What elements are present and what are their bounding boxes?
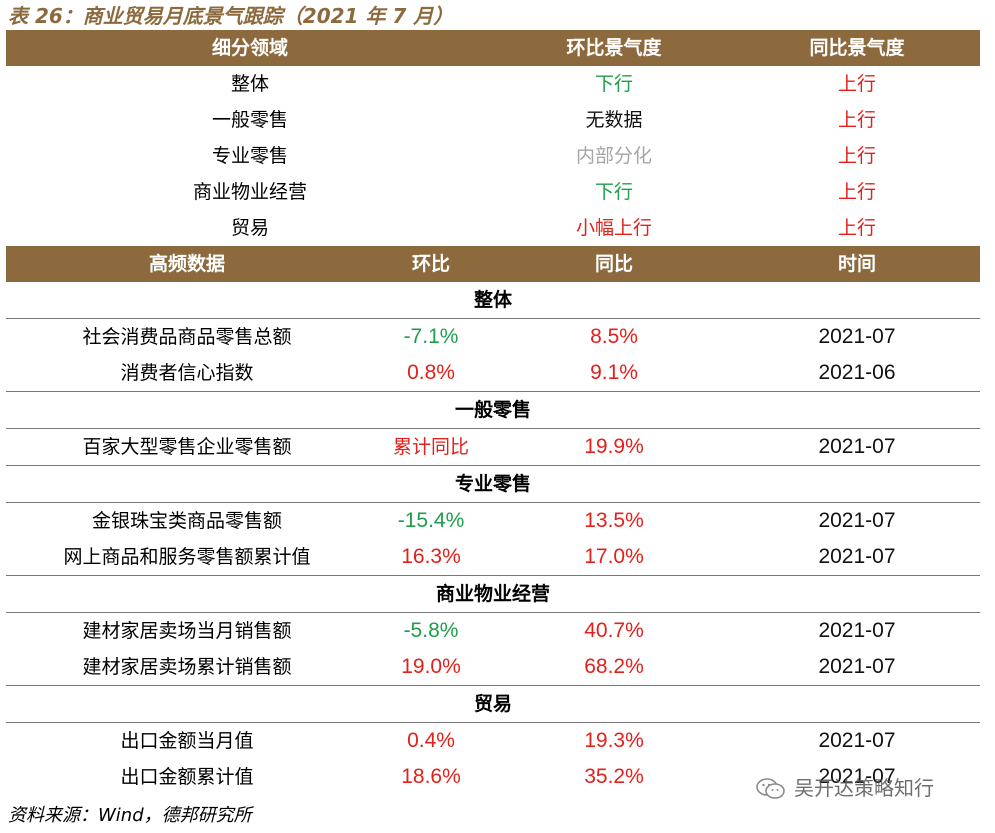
wechat-icon	[756, 776, 786, 800]
header-indicator: 高频数据	[148, 253, 225, 275]
mom-value: 0.4%	[407, 729, 455, 752]
sentiment-header-row: 细分领域 环比景气度 同比景气度	[6, 30, 980, 66]
time-value: 2021-07	[818, 509, 896, 532]
indicator-name: 社会消费品商品零售总额	[82, 326, 292, 348]
section-row: 商业物业经营	[6, 575, 980, 613]
time-value: 2021-07	[818, 619, 896, 642]
time-value: 2021-07	[818, 765, 896, 788]
mom-value: -5.8%	[403, 619, 459, 642]
mom-sentiment: 小幅上行	[575, 217, 652, 239]
yoy-value: 40.7%	[584, 619, 644, 642]
watermark-text: 吴开达策略知行	[794, 776, 934, 800]
mom-sentiment: 内部分化	[575, 145, 652, 167]
table-row: 金银珠宝类商品零售额 -15.4% 13.5% 2021-07	[6, 503, 980, 539]
segment-label: 整体	[230, 73, 269, 95]
section-row: 专业零售	[6, 465, 980, 503]
yoy-sentiment: 上行	[837, 217, 876, 239]
header-mom-sentiment: 环比景气度	[566, 37, 662, 59]
table-row: 百家大型零售企业零售额 累计同比 19.9% 2021-07	[6, 429, 980, 465]
segment-label: 专业零售	[211, 145, 288, 167]
indicator-name: 金银珠宝类商品零售额	[91, 510, 282, 532]
table-row: 建材家居卖场当月销售额 -5.8% 40.7% 2021-07	[6, 613, 980, 649]
indicator-name: 建材家居卖场当月销售额	[82, 620, 292, 642]
table-row: 消费者信心指数 0.8% 9.1% 2021-06	[6, 355, 980, 391]
yoy-value: 17.0%	[584, 545, 644, 568]
section-row: 一般零售	[6, 391, 980, 429]
mom-value: 16.3%	[401, 545, 461, 568]
indicator-name: 百家大型零售企业零售额	[82, 436, 292, 458]
table-row: 商业物业经营 下行 上行	[6, 174, 980, 210]
time-value: 2021-07	[818, 325, 896, 348]
segment-label: 商业物业经营	[192, 181, 307, 203]
section-title: 整体	[473, 289, 512, 311]
indicator-name: 网上商品和服务零售额累计值	[63, 546, 311, 568]
table-row: 贸易 小幅上行 上行	[6, 210, 980, 246]
section-row: 贸易	[6, 685, 980, 723]
yoy-sentiment: 上行	[837, 73, 876, 95]
time-value: 2021-07	[818, 729, 896, 752]
table-row: 整体 下行 上行	[6, 66, 980, 102]
time-value: 2021-06	[818, 361, 896, 384]
table-row: 社会消费品商品零售总额 -7.1% 8.5% 2021-07	[6, 319, 980, 355]
header-yoy-sentiment: 同比景气度	[809, 37, 905, 59]
segment-label: 贸易	[230, 217, 269, 239]
header-segment: 细分领域	[211, 37, 288, 59]
yoy-sentiment: 上行	[837, 181, 876, 203]
mom-value: -15.4%	[397, 509, 465, 532]
yoy-value: 8.5%	[590, 325, 638, 348]
mom-value: 累计同比	[392, 436, 469, 458]
yoy-value: 9.1%	[590, 361, 638, 384]
watermark: 吴开达策略知行	[756, 770, 934, 806]
yoy-value: 35.2%	[584, 765, 644, 788]
hf-header-row: 高频数据 环比 同比 时间	[6, 246, 980, 282]
table-title: 表 26：商业贸易月底景气跟踪（2021 年 7 月）	[8, 4, 454, 28]
time-value: 2021-07	[818, 655, 896, 678]
indicator-name: 出口金额当月值	[120, 730, 254, 752]
mom-sentiment: 下行	[594, 73, 633, 95]
mom-value: 0.8%	[407, 361, 455, 384]
mom-sentiment: 无数据	[585, 109, 643, 131]
mom-value: 18.6%	[401, 765, 461, 788]
section-title: 商业物业经营	[435, 583, 550, 605]
table-row: 网上商品和服务零售额累计值 16.3% 17.0% 2021-07	[6, 539, 980, 575]
section-title: 贸易	[473, 693, 512, 715]
mom-value: 19.0%	[401, 655, 461, 678]
mom-value: -7.1%	[403, 325, 459, 348]
table-row: 一般零售 无数据 上行	[6, 102, 980, 138]
table-row: 建材家居卖场累计销售额 19.0% 68.2% 2021-07	[6, 649, 980, 685]
data-table: 细分领域 环比景气度 同比景气度 整体 下行 上行 一般零售 无数据 上行 专业…	[6, 30, 980, 795]
indicator-name: 出口金额累计值	[120, 766, 254, 788]
yoy-sentiment: 上行	[837, 145, 876, 167]
yoy-value: 19.9%	[584, 435, 644, 458]
table-row: 专业零售 内部分化 上行	[6, 138, 980, 174]
segment-label: 一般零售	[211, 109, 288, 131]
yoy-value: 13.5%	[584, 509, 644, 532]
indicator-name: 建材家居卖场累计销售额	[82, 656, 292, 678]
time-value: 2021-07	[818, 545, 896, 568]
time-value: 2021-07	[818, 435, 896, 458]
header-mom: 环比	[411, 253, 450, 275]
source-note: 资料来源：Wind，德邦研究所	[8, 805, 252, 826]
header-time: 时间	[837, 253, 876, 275]
table-row: 出口金额当月值 0.4% 19.3% 2021-07	[6, 723, 980, 759]
yoy-value: 68.2%	[584, 655, 644, 678]
section-title: 专业零售	[454, 473, 531, 495]
section-row: 整体	[6, 282, 980, 319]
indicator-name: 消费者信心指数	[120, 362, 254, 384]
section-title: 一般零售	[454, 399, 531, 421]
table-row: 出口金额累计值 18.6% 35.2% 2021-07	[6, 759, 980, 795]
mom-sentiment: 下行	[594, 181, 633, 203]
header-yoy: 同比	[594, 253, 633, 275]
yoy-sentiment: 上行	[837, 109, 876, 131]
yoy-value: 19.3%	[584, 729, 644, 752]
